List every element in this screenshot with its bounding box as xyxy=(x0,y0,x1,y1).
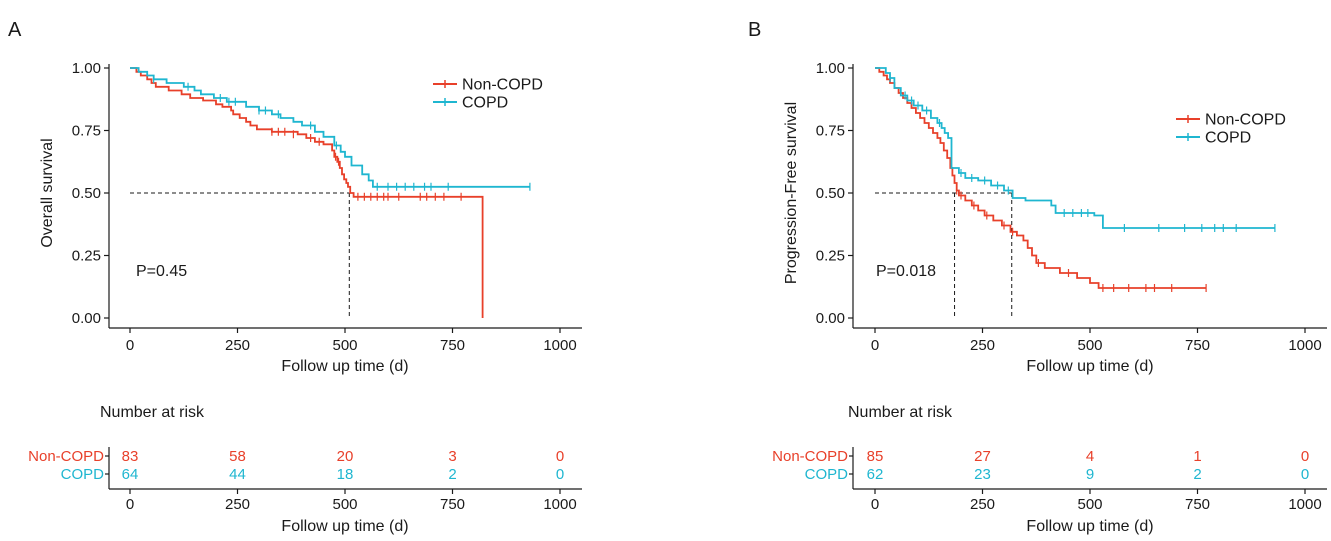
risk-count: 85 xyxy=(867,448,884,465)
x-tick-label: 0 xyxy=(871,337,879,354)
risk-count: 23 xyxy=(974,466,991,483)
risk-count: 62 xyxy=(867,466,884,483)
risk-x-tick-label: 250 xyxy=(225,496,250,513)
risk-count: 0 xyxy=(556,448,564,465)
survival-curve-non-copd xyxy=(875,67,1207,289)
risk-x-axis-label: Follow up time (d) xyxy=(1026,518,1153,535)
risk-count: 44 xyxy=(229,466,246,483)
risk-count: 0 xyxy=(1301,448,1309,465)
p-value-annotation: P=0.018 xyxy=(876,263,936,280)
x-tick-label: 750 xyxy=(440,337,465,354)
risk-x-tick-label: 500 xyxy=(1077,496,1102,513)
risk-count: 20 xyxy=(337,448,354,465)
p-value-annotation: P=0.45 xyxy=(136,263,187,280)
risk-x-axis-label: Follow up time (d) xyxy=(281,518,408,535)
y-tick-label: 1.00 xyxy=(72,60,101,77)
risk-count: 2 xyxy=(448,466,456,483)
legend-label: COPD xyxy=(462,95,508,112)
x-tick-label: 500 xyxy=(1077,337,1102,354)
risk-x-tick-label: 0 xyxy=(871,496,879,513)
legend-label: Non-COPD xyxy=(462,77,543,94)
risk-x-tick-label: 250 xyxy=(970,496,995,513)
risk-count: 0 xyxy=(1301,466,1309,483)
risk-count: 0 xyxy=(556,466,564,483)
risk-x-tick-label: 1000 xyxy=(543,496,576,513)
risk-row-label: Non-COPD xyxy=(28,448,104,465)
risk-table-title: Number at risk xyxy=(100,404,205,421)
y-axis-label: Progression-Free survival xyxy=(783,102,800,284)
x-tick-label: 0 xyxy=(126,337,134,354)
risk-row-label: Non-COPD xyxy=(772,448,848,465)
y-tick-label: 0.50 xyxy=(816,185,845,202)
risk-x-tick-label: 750 xyxy=(440,496,465,513)
x-tick-label: 250 xyxy=(225,337,250,354)
y-tick-label: 0.75 xyxy=(816,123,845,140)
km-panel-a: A 0.00 0.25 0.50 0.75 1.00 0 250 500 750 1000 Follo… xyxy=(8,19,582,535)
risk-x-tick-label: 0 xyxy=(126,496,134,513)
survival-curve-copd xyxy=(875,67,1275,229)
risk-count: 83 xyxy=(122,448,139,465)
y-axis-label: Overall survival xyxy=(39,138,56,247)
risk-count: 2 xyxy=(1193,466,1201,483)
risk-row-label: COPD xyxy=(61,466,105,483)
x-tick-label: 1000 xyxy=(543,337,576,354)
risk-count: 1 xyxy=(1193,448,1201,465)
risk-count: 9 xyxy=(1086,466,1094,483)
risk-table-title: Number at risk xyxy=(848,404,953,421)
risk-count: 64 xyxy=(122,466,139,483)
legend-label: Non-COPD xyxy=(1205,112,1286,129)
x-axis-label: Follow up time (d) xyxy=(281,358,408,375)
risk-row-label: COPD xyxy=(805,466,849,483)
risk-count: 58 xyxy=(229,448,246,465)
risk-count: 27 xyxy=(974,448,991,465)
legend-label: COPD xyxy=(1205,130,1251,147)
risk-x-tick-label: 1000 xyxy=(1288,496,1321,513)
survival-curve-copd xyxy=(130,67,530,188)
risk-count: 3 xyxy=(448,448,456,465)
y-tick-label: 0.00 xyxy=(72,310,101,327)
x-tick-label: 1000 xyxy=(1288,337,1321,354)
x-axis-label: Follow up time (d) xyxy=(1026,358,1153,375)
panel-letter: B xyxy=(748,19,761,41)
x-tick-label: 250 xyxy=(970,337,995,354)
panel-letter: A xyxy=(8,19,22,41)
risk-x-tick-label: 500 xyxy=(332,496,357,513)
y-tick-label: 0.50 xyxy=(72,185,101,202)
km-panel-b: B0.000.250.500.751.000 250 500 750 1000Follo… xyxy=(748,19,1327,535)
survival-curve-non-copd xyxy=(130,67,484,318)
y-tick-label: 0.75 xyxy=(72,123,101,140)
risk-x-tick-label: 750 xyxy=(1185,496,1210,513)
y-tick-label: 1.00 xyxy=(816,60,845,77)
x-tick-label: 750 xyxy=(1185,337,1210,354)
risk-count: 4 xyxy=(1086,448,1094,465)
risk-count: 18 xyxy=(337,466,354,483)
x-tick-label: 500 xyxy=(332,337,357,354)
y-tick-label: 0.25 xyxy=(816,248,845,265)
y-tick-label: 0.00 xyxy=(816,310,845,327)
y-tick-label: 0.25 xyxy=(72,248,101,265)
